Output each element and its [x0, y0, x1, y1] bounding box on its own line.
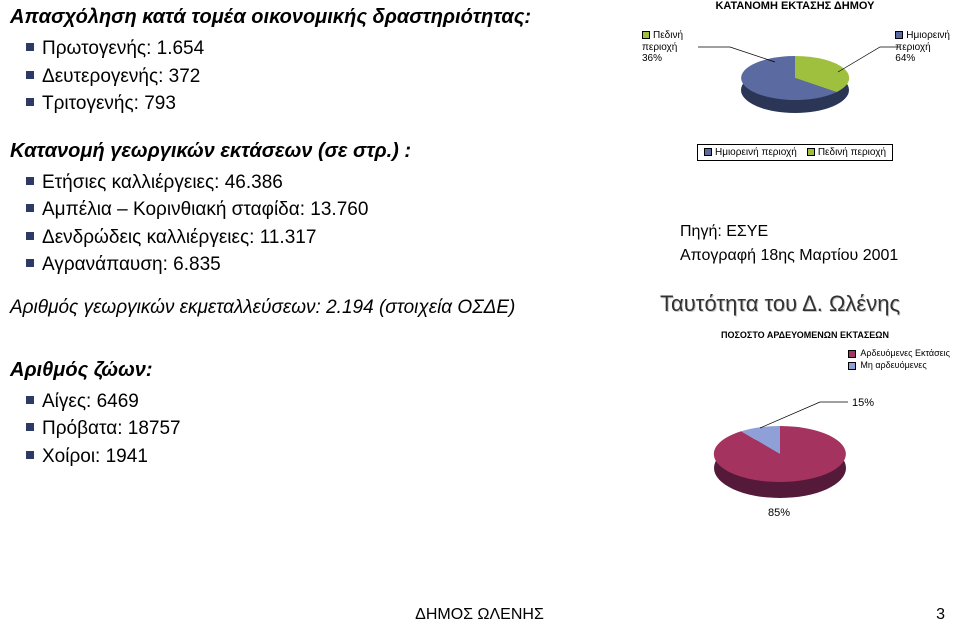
chart-title: ΚΑΤΑΝΟΜΗ ΕΚΤΑΣΗΣ ΔΗΜΟΥ [640, 0, 950, 12]
chart-area-irrigation: ΠΟΣΟΣΤΟ ΑΡΔΕΥΟΜΕΝΩΝ ΕΚΤΑΣΕΩΝ Αρδευόμενες… [660, 330, 950, 530]
legend-label: Πεδινή περιοχή [818, 147, 886, 158]
chart-legend-wrap: Ημιορεινή περιοχή Πεδινή περιοχή [640, 142, 950, 161]
legend-swatch [848, 362, 856, 370]
list-item: Αίγες: 6469 [26, 388, 630, 416]
pie-label-imioreini: Ημιορεινή περιοχή 64% [895, 30, 950, 65]
list-item: Αμπέλια – Κορινθιακή σταφίδα: 13.760 [26, 196, 630, 224]
chart-area-distribution: ΚΑΤΑΝΟΜΗ ΕΚΤΑΣΗΣ ΔΗΜΟΥ Πεδινή περιοχή 36… [640, 0, 950, 180]
list-item: Ετήσιες καλλιέργειες: 46.386 [26, 169, 630, 197]
employment-heading: Απασχόληση κατά τομέα οικονομικής δραστη… [10, 6, 630, 29]
legend-item: Πεδινή περιοχή [807, 147, 886, 158]
pie-label-text: περιοχή [895, 42, 930, 53]
pie-label-text: 36% [642, 53, 662, 64]
legend-item: Ημιορεινή περιοχή [704, 147, 797, 158]
list-item: Χοίροι: 1941 [26, 443, 630, 471]
list-item: Δενδρώδεις καλλιέργειες: 11.317 [26, 224, 630, 252]
legend-label: Αρδευόμενες Εκτάσεις [860, 348, 950, 360]
agri-areas-heading: Κατανομή γεωργικών εκτάσεων (σε στρ.) : [10, 140, 630, 163]
list-item: Αγρανάπαυση: 6.835 [26, 251, 630, 279]
pie-pct-label: 85% [768, 507, 790, 519]
holdings-line: Αριθμός γεωργικών εκμεταλλεύσεων: 2.194 … [10, 297, 630, 319]
legend-label: Ημιορεινή περιοχή [715, 147, 797, 158]
legend-swatch [895, 31, 903, 39]
leader-line [698, 47, 775, 62]
page-root: Απασχόληση κατά τομέα οικονομικής δραστη… [0, 0, 959, 630]
pie-label-text: περιοχή [642, 42, 677, 53]
pie-label-text: Πεδινή [653, 30, 683, 41]
legend-swatch [807, 148, 815, 156]
legend-swatch [704, 148, 712, 156]
list-item: Πρωτογενής: 1.654 [26, 35, 630, 63]
left-column: Απασχόληση κατά τομέα οικονομικής δραστη… [10, 6, 630, 488]
legend-item: Αρδευόμενες Εκτάσεις [848, 348, 950, 360]
list-item: Τριτογενής: 793 [26, 90, 630, 118]
chart-legend: Ημιορεινή περιοχή Πεδινή περιοχή [697, 144, 893, 161]
leader-line [760, 402, 848, 428]
list-item: Δευτερογενής: 372 [26, 63, 630, 91]
legend-item: Μη αρδευόμενες [848, 360, 950, 372]
pie-label-text: Ημιορεινή [906, 30, 950, 41]
identity-title: Ταυτότητα του Δ. Ωλένης [660, 291, 900, 317]
animals-list: Αίγες: 6469 Πρόβατα: 18757 Χοίροι: 1941 [10, 388, 630, 471]
chart-title: ΠΟΣΟΣΤΟ ΑΡΔΕΥΟΜΕΝΩΝ ΕΚΤΑΣΕΩΝ [660, 330, 950, 340]
footer-page-number: 3 [936, 606, 945, 624]
source-line: Πηγή: ΕΣΥΕ [680, 220, 898, 244]
legend-swatch [848, 350, 856, 358]
pie-label-pedini: Πεδινή περιοχή 36% [642, 30, 683, 65]
agri-areas-list: Ετήσιες καλλιέργειες: 46.386 Αμπέλια – Κ… [10, 169, 630, 279]
footer-center: ΔΗΜΟΣ ΩΛΕΝΗΣ [0, 606, 959, 624]
leader-line [838, 47, 900, 72]
pie-label-text: 64% [895, 53, 915, 64]
pie-chart-bottom: 15% 85% [660, 366, 950, 536]
chart-body: Πεδινή περιοχή 36% Ημιορεινή περιοχή 64% [640, 12, 950, 142]
employment-list: Πρωτογενής: 1.654 Δευτερογενής: 372 Τριτ… [10, 35, 630, 118]
legend-label: Μη αρδευόμενες [860, 360, 926, 372]
source-line: Απογραφή 18ης Μαρτίου 2001 [680, 244, 898, 268]
legend-swatch [642, 31, 650, 39]
source-block: Πηγή: ΕΣΥΕ Απογραφή 18ης Μαρτίου 2001 [680, 220, 898, 268]
chart-legend: Αρδευόμενες Εκτάσεις Μη αρδευόμενες [848, 348, 950, 371]
animals-heading: Αριθμός ζώων: [10, 359, 630, 382]
pie-pct-label: 15% [852, 397, 874, 409]
list-item: Πρόβατα: 18757 [26, 415, 630, 443]
